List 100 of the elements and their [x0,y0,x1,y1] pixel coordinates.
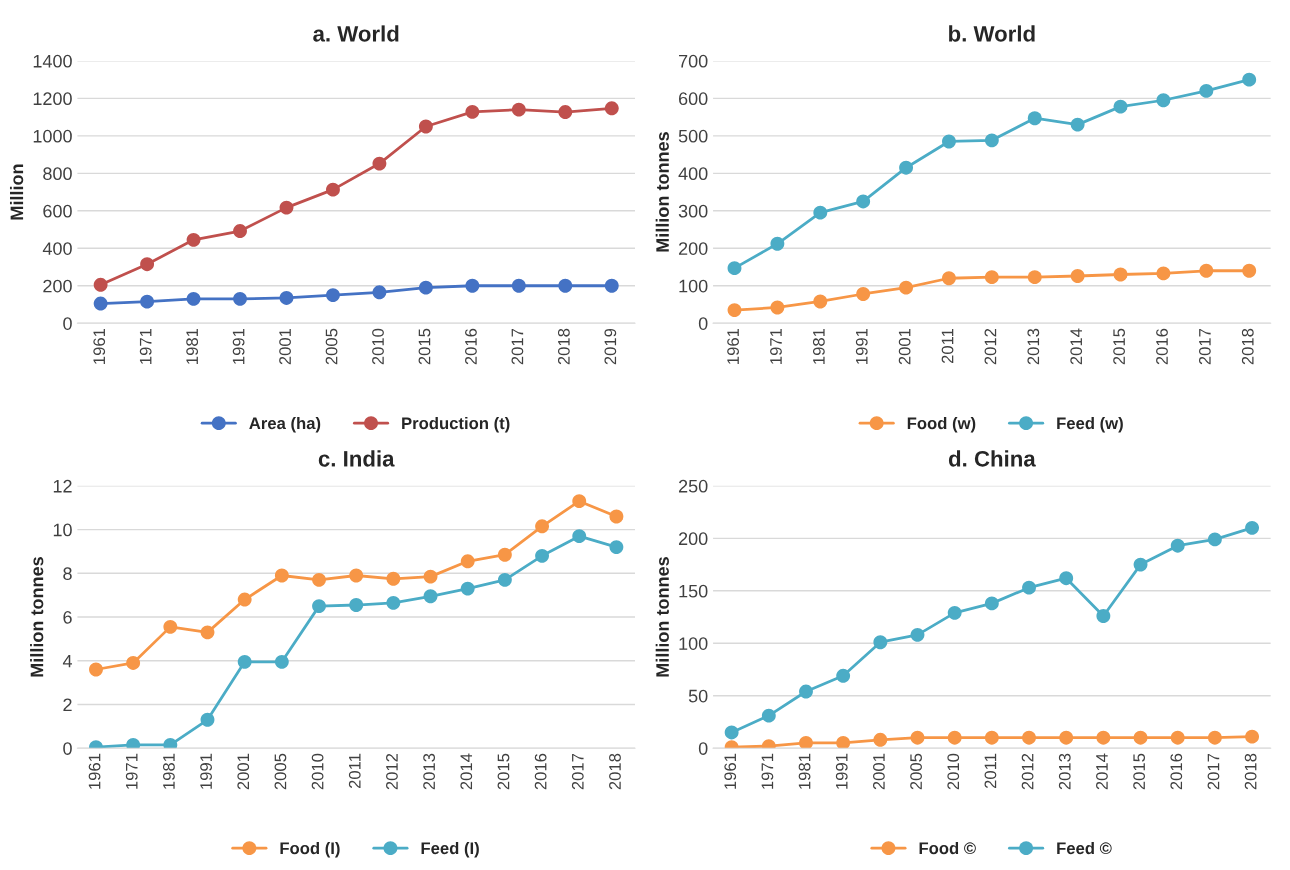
y-axis-title: Million tonnes [30,557,44,677]
legend-label: Feed © [1057,841,1112,855]
point [609,509,624,524]
point [1199,263,1214,278]
point [326,288,340,303]
x-tick-label: 2001 [873,753,885,790]
point [1156,93,1171,108]
x-tick-label: 2018 [1241,328,1254,365]
y-axis-title: Million tonnes [655,557,669,677]
point [770,236,785,251]
point [984,730,999,745]
x-tick-label: 2014 [460,753,473,790]
point [1059,571,1074,586]
x-tick-label: 2012 [984,328,997,365]
x-tick-label: 2001 [898,328,911,365]
chart-title: a. World [313,25,399,42]
y-axis-title: Million tonnes [655,132,669,252]
y-tick-label: 250 [678,479,708,493]
point [497,572,512,587]
point [163,619,178,634]
point [312,599,326,614]
x-tick-label: 2011 [984,753,997,789]
point [465,278,480,293]
legend-label: Food © [919,841,976,855]
point [1133,730,1148,745]
point [1022,580,1036,595]
point [813,205,828,220]
y-tick-label: 6 [63,610,72,624]
point [1096,609,1111,623]
chart-title: d. China [948,450,1036,467]
x-tick-label: 1961 [724,753,737,789]
x-tick-label: 2010 [311,753,324,790]
x-tick-label: 1981 [163,753,175,789]
point [1245,729,1260,744]
point [1113,99,1128,114]
point [761,708,776,723]
point [1133,557,1148,572]
x-tick-label: 2005 [274,753,287,790]
y-tick-label: 0 [63,317,72,330]
point [274,654,289,669]
point [200,625,215,640]
x-tick-label: 2014 [1096,753,1108,790]
point [727,303,742,318]
point [511,278,526,293]
y-tick-label: 50 [688,689,708,703]
y-axis-title: Million [9,164,24,220]
point [984,596,999,611]
legend-label: Feed (w) [1057,416,1123,433]
point [460,554,475,569]
x-tick-label: 2017 [1207,753,1220,790]
point [856,287,871,301]
point [856,194,871,209]
point [947,605,962,620]
x-tick-label: 2005 [325,328,338,365]
point [535,548,550,563]
x-tick-label: 2012 [1021,753,1034,790]
point [724,725,739,740]
x-tick-label: 2010 [372,328,384,365]
legend-label: Food (w) [907,416,976,433]
x-tick-label: 2016 [465,328,477,365]
point [465,104,480,119]
point [558,278,573,293]
point [237,592,252,607]
point [1096,730,1111,745]
x-tick-label: 2016 [534,753,547,790]
x-tick-label: 1981 [186,328,199,364]
y-tick-label: 300 [678,204,708,218]
point [1059,730,1074,745]
point [312,572,326,587]
point [899,280,914,295]
x-tick-label: 2017 [511,328,524,365]
point [942,271,956,286]
legend-label: Area (ha) [249,416,321,433]
point [497,547,512,562]
point [770,300,785,315]
x-tick-label: 2018 [1244,753,1257,790]
y-tick-label: 12 [53,479,72,493]
point [984,270,999,285]
x-tick-label: 1981 [812,328,825,364]
y-tick-label: 2 [63,698,72,712]
y-tick-label: 100 [679,637,708,650]
point [572,529,587,544]
point [1242,72,1257,87]
point [386,595,401,610]
point [1156,266,1171,281]
y-tick-label: 1400 [33,54,72,68]
x-tick-label: 2001 [279,328,291,365]
point [836,736,851,749]
point [873,732,888,747]
y-tick-label: 100 [679,279,708,293]
point [93,277,108,292]
point [423,569,438,584]
point [423,589,438,604]
point [186,232,201,247]
point [418,280,433,295]
point [274,568,289,583]
point [813,294,828,309]
y-tick-label: 700 [679,54,708,68]
point [572,494,587,509]
x-tick-label: 2017 [1198,328,1211,365]
